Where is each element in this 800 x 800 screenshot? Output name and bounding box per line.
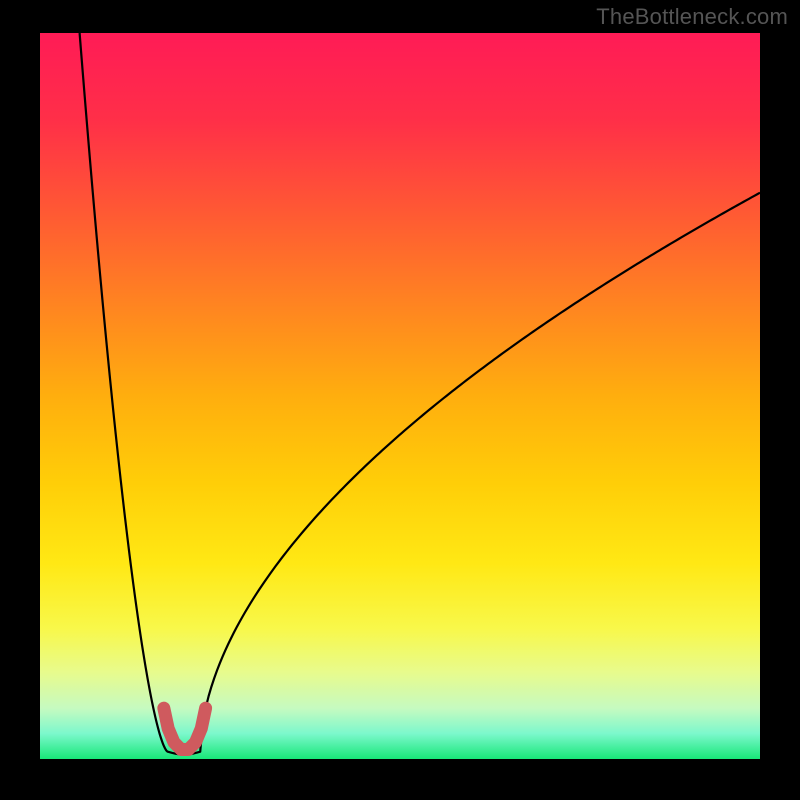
watermark-text: TheBottleneck.com xyxy=(596,4,788,30)
chart-background xyxy=(40,33,760,759)
bottleneck-chart xyxy=(0,0,800,800)
